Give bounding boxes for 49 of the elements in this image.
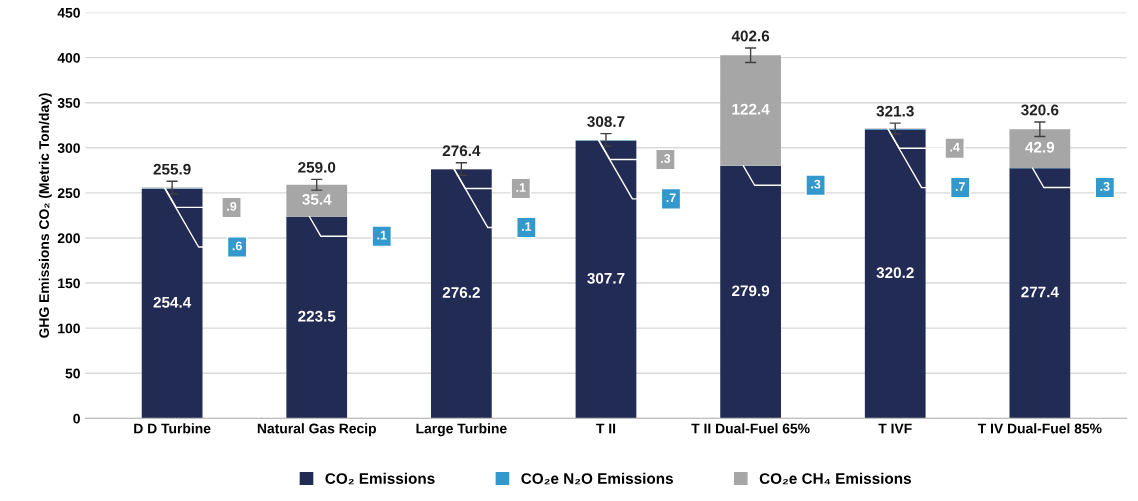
data-label: .4: [950, 142, 960, 152]
x-tick-label: Large Turbine: [416, 423, 507, 437]
data-label: .3: [811, 179, 821, 189]
x-tick-label: Natural Gas Recip: [257, 423, 376, 437]
y-tick-label: 250: [57, 188, 80, 199]
total-label: 259.0: [298, 161, 336, 173]
y-tick-label: 50: [65, 368, 80, 379]
data-label: 320.2: [876, 267, 914, 279]
data-label: 279.9: [732, 285, 770, 297]
data-label: 223.5: [298, 310, 336, 322]
data-label: 254.4: [153, 296, 192, 308]
data-label: 122.4: [732, 103, 770, 115]
data-label: 277.4: [1021, 286, 1059, 298]
data-label: .1: [521, 222, 532, 231]
total-label: 308.7: [587, 116, 625, 128]
y-tick-label: 300: [57, 143, 80, 153]
y-tick-label: 150: [58, 278, 80, 289]
data-label: .1: [516, 183, 526, 192]
total-label: 320.6: [1021, 104, 1059, 116]
total-label: 276.4: [442, 145, 481, 157]
x-tick-label: T II Dual-Fuel 65%: [691, 423, 810, 434]
data-label: 35.4: [302, 194, 332, 205]
data-label: 276.2: [442, 287, 480, 298]
legend-label: CO₂ Emissions: [325, 472, 435, 485]
y-tick-label: 200: [57, 233, 80, 244]
y-tick-label: 100: [58, 323, 80, 334]
data-label: .3: [661, 154, 671, 163]
y-tick-label: 450: [57, 7, 80, 18]
legend-label: CO₂e CH₄ Emissions: [759, 472, 911, 485]
data-label: .9: [227, 201, 237, 211]
y-axis-title: GHG Emissions CO₂ (Metric Ton/day): [38, 93, 52, 338]
data-label: .7: [955, 182, 965, 191]
x-tick-label: T IVF: [878, 423, 912, 434]
data-label: 307.7: [587, 272, 625, 284]
total-label: 321.3: [876, 105, 914, 117]
data-label: .7: [666, 193, 676, 203]
x-tick-label: D D Turbine: [134, 423, 211, 434]
y-tick-label: 0: [73, 413, 80, 424]
legend-label: CO₂e N₂O Emissions: [521, 472, 673, 485]
data-label: .1: [377, 230, 387, 240]
x-tick-label: T II: [596, 423, 616, 434]
y-tick-label: 400: [57, 52, 80, 63]
data-label: .3: [1100, 181, 1110, 191]
data-label: 42.9: [1025, 141, 1055, 153]
data-label: .6: [232, 241, 242, 251]
total-label: 255.9: [153, 163, 191, 175]
y-tick-label: 350: [57, 98, 80, 108]
x-tick-label: T IV Dual-Fuel 85%: [977, 423, 1102, 434]
total-label: 402.6: [731, 30, 770, 42]
